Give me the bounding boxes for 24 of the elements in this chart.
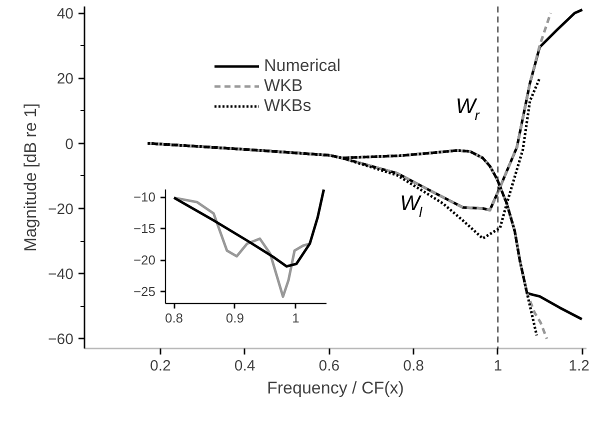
legend-label: WKB xyxy=(264,76,303,96)
y-tick-label: −15 xyxy=(133,221,156,236)
y-tick-label: −10 xyxy=(133,190,156,205)
legend-label: Numerical xyxy=(264,56,341,76)
x-tick-label: 1 xyxy=(292,310,300,326)
legend-label: WKBs xyxy=(264,96,312,116)
x-tick-label: 0.9 xyxy=(226,310,244,326)
x-tick-label: 1 xyxy=(494,358,502,374)
x-tick-label: 0.4 xyxy=(234,358,256,374)
y-tick-label: −25 xyxy=(133,284,156,300)
y-axis-title: Magnitude [dB re 1] xyxy=(21,103,40,252)
x-tick-label: 0.6 xyxy=(318,358,340,374)
y-tick-label: −60 xyxy=(48,331,74,348)
y-tick-label: 40 xyxy=(56,6,74,23)
y-tick-label: −20 xyxy=(48,200,74,218)
y-tick-label: −20 xyxy=(133,252,156,268)
x-tick-label: 1.2 xyxy=(568,358,589,374)
x-tick-label: 0.8 xyxy=(164,310,184,326)
y-tick-label: −40 xyxy=(48,266,74,284)
y-tick-label: 0 xyxy=(65,136,74,153)
x-axis-title: Frequency / CF(x) xyxy=(267,378,404,398)
x-tick-label: 0.8 xyxy=(403,358,424,374)
x-tick-label: 0.2 xyxy=(150,358,171,374)
y-tick-label: 20 xyxy=(56,70,74,88)
